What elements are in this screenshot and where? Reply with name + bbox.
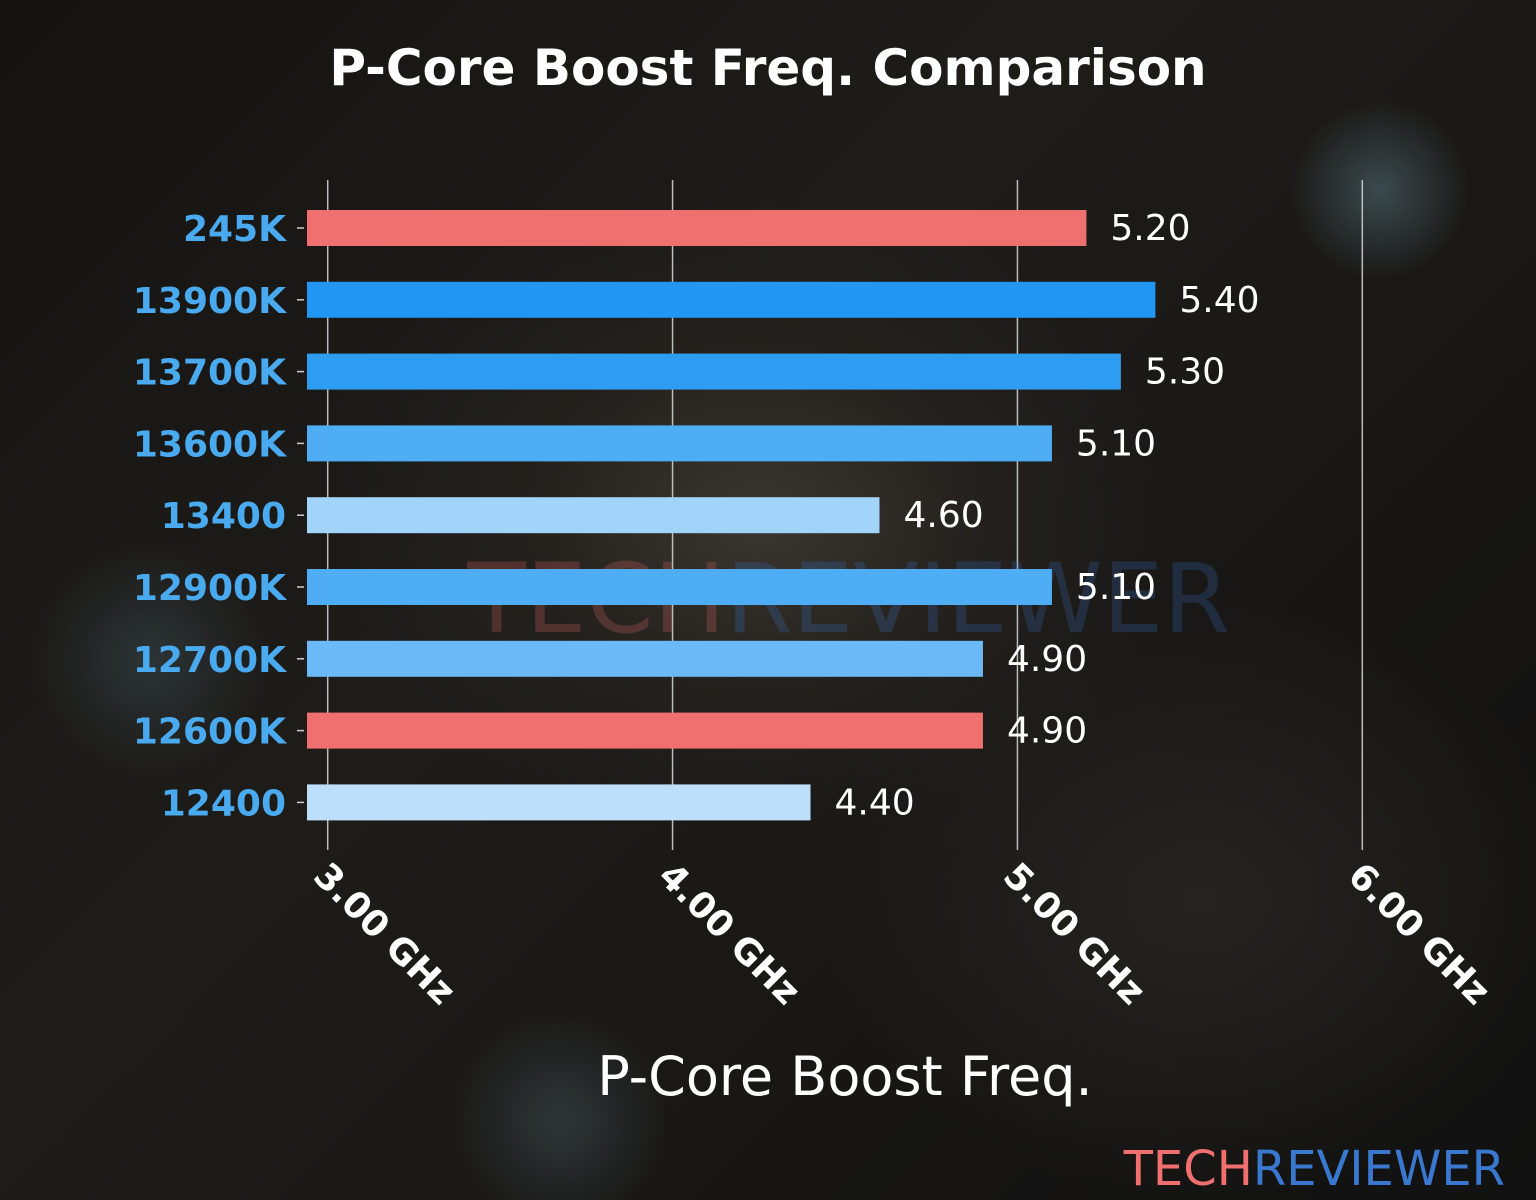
bar: [307, 640, 983, 677]
value-label: 5.30: [1145, 352, 1225, 393]
chart-title: P-Core Boost Freq. Comparison: [329, 39, 1206, 97]
category-label: 13700K: [133, 353, 287, 394]
category-label: 245K: [183, 209, 287, 250]
logo-reviewer: REVIEWER: [1253, 1141, 1505, 1197]
category-label: 12400: [161, 783, 286, 824]
x-tick-label: 3.00 GHz: [305, 855, 463, 1013]
x-tick-label: 5.00 GHz: [995, 855, 1153, 1013]
bar: [307, 497, 880, 534]
category-label: 13600K: [133, 424, 287, 465]
logo-tech: TECH: [1123, 1141, 1253, 1197]
category-label: 12900K: [133, 568, 287, 609]
bar: [307, 353, 1121, 390]
value-label: 5.20: [1110, 208, 1190, 249]
category-label: 13900K: [133, 281, 287, 322]
value-label: 5.10: [1076, 423, 1156, 464]
logo-watermark: TECHREVIEWER: [1123, 1141, 1505, 1197]
x-tick-label: 6.00 GHz: [1340, 855, 1498, 1013]
x-tick-label: 4.00 GHz: [650, 855, 808, 1013]
value-label: 4.90: [1007, 711, 1087, 752]
value-label: 4.90: [1007, 639, 1087, 680]
value-label: 4.40: [835, 782, 915, 823]
value-label: 5.10: [1076, 567, 1156, 608]
bar: [307, 281, 1156, 318]
category-label: 12700K: [133, 640, 287, 681]
bar: [307, 569, 1052, 605]
bar: [307, 425, 1052, 462]
category-label: 13400: [161, 496, 286, 537]
bar: [307, 210, 1087, 246]
x-axis-label: P-Core Boost Freq.: [597, 1045, 1092, 1108]
bar: [307, 712, 983, 749]
value-label: 4.60: [903, 495, 983, 536]
value-label: 5.40: [1179, 280, 1259, 321]
category-label: 12600K: [133, 712, 287, 753]
bar: [307, 784, 811, 821]
